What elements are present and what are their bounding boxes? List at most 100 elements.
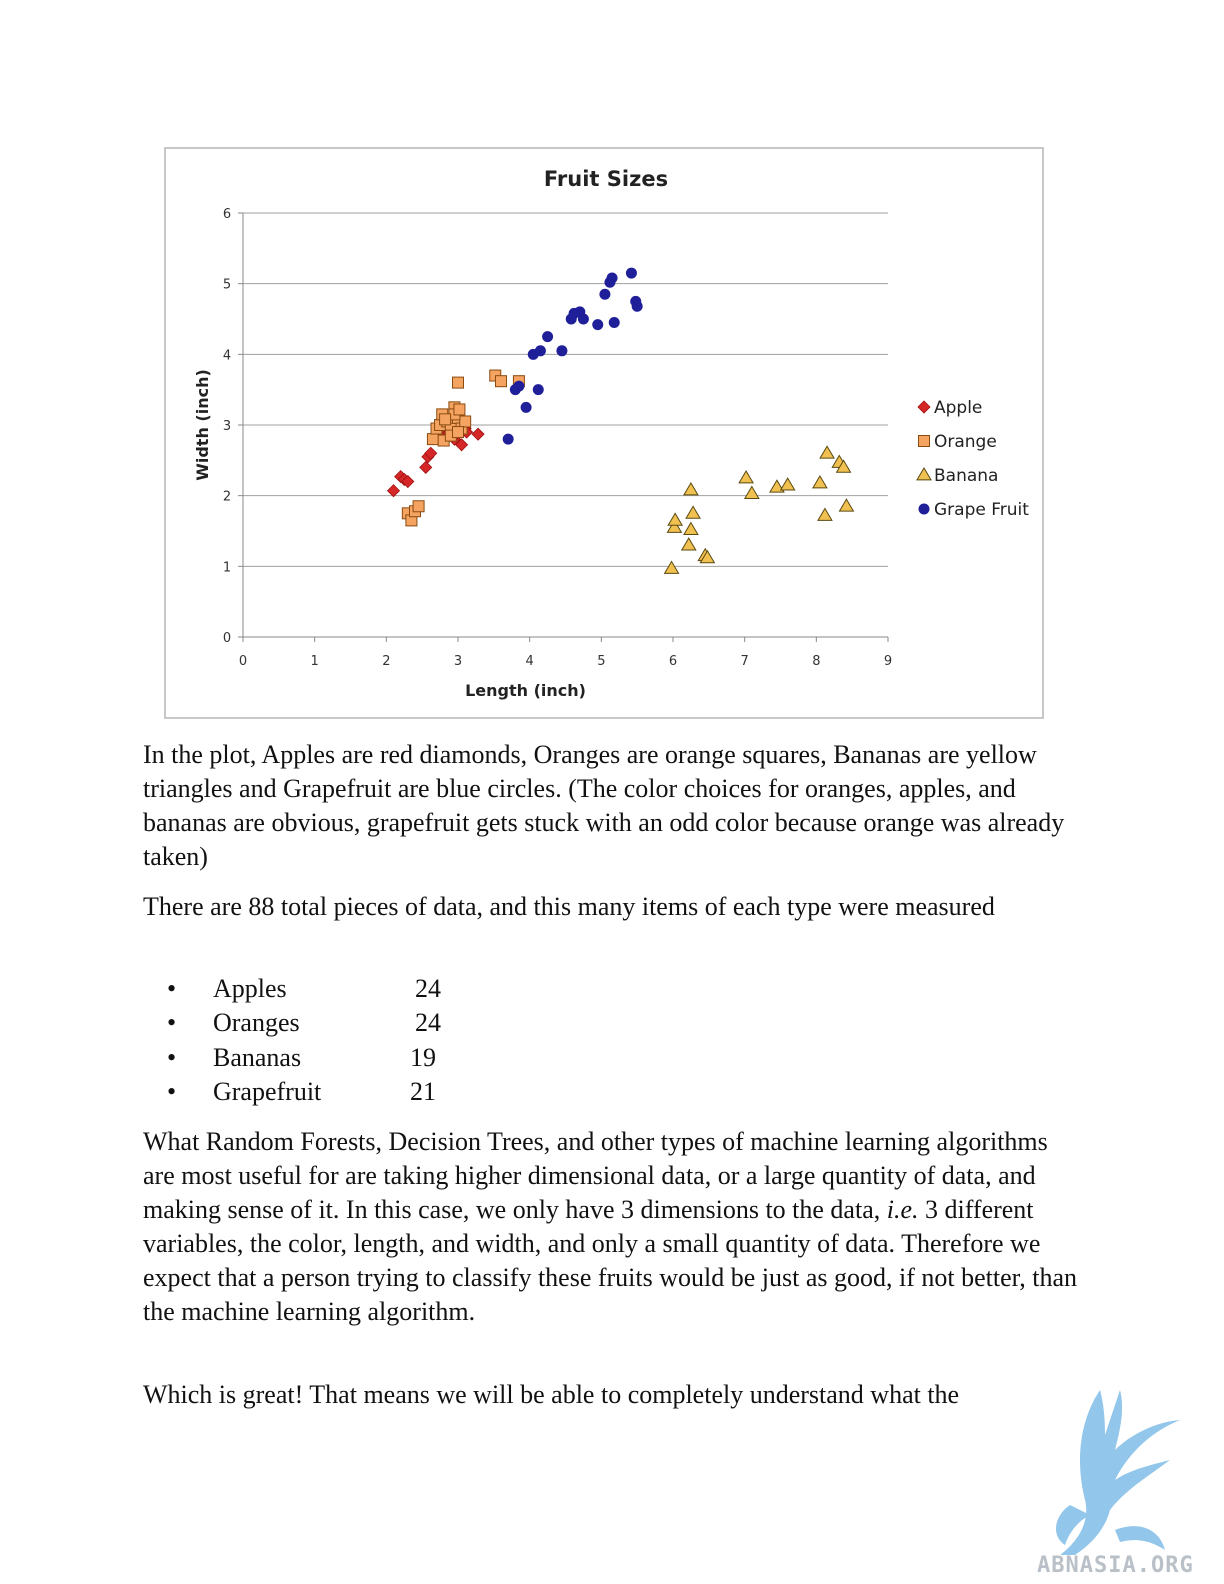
data-point-circle	[599, 288, 611, 300]
paragraph-conclusion: Which is great! That means we will be ab…	[143, 1378, 1063, 1412]
paragraph-data-count: There are 88 total pieces of data, and t…	[143, 890, 1083, 924]
y-tick-label: 4	[223, 348, 231, 363]
data-point-triangle	[819, 445, 835, 459]
data-point-triangle	[666, 519, 683, 533]
y-tick-label: 6	[223, 207, 231, 222]
data-point-square	[412, 500, 425, 513]
data-point-triangle	[812, 474, 828, 489]
y-tick-label: 3	[223, 419, 231, 434]
data-point-square	[439, 413, 452, 426]
data-point-circle	[592, 319, 604, 331]
data-point-circle	[520, 401, 532, 413]
data-point-circle	[542, 331, 554, 343]
legend-marker-triangle	[916, 467, 932, 481]
legend-label: Grape Fruit	[934, 500, 1029, 520]
paragraph-text: There are 88 total pieces of data, and t…	[143, 892, 995, 921]
legend-label: Banana	[934, 466, 998, 486]
x-tick-label: 7	[741, 654, 749, 669]
data-point-triangle	[769, 479, 785, 493]
data-point-triangle	[683, 521, 699, 535]
data-point-circle	[502, 433, 514, 445]
data-point-square	[459, 415, 472, 428]
data-point-square	[495, 375, 507, 388]
data-point-triangle	[699, 549, 716, 564]
chart-svg: Fruit Sizes 0 1 2 3 4 5 6 0 1 2 3 4 5 6 7 8 9 Length (inch…	[193, 167, 1029, 700]
x-tick-label: 9	[884, 654, 892, 669]
x-axis-label: Length (inch)	[465, 681, 586, 700]
fruit-name: Bananas	[213, 1042, 302, 1072]
data-point-circle	[513, 380, 525, 392]
data-point-circle	[532, 384, 544, 396]
data-point-triangle	[685, 505, 701, 519]
griffin-logo-icon	[1055, 1390, 1180, 1555]
legend-marker-diamond	[917, 400, 931, 414]
data-point-triangle	[683, 482, 699, 496]
data-point-diamond	[386, 484, 401, 498]
data-point-square	[452, 426, 464, 439]
data-point-diamond	[401, 474, 415, 489]
fruit-count: 21	[410, 1076, 436, 1106]
paragraph-text-part: 3 different variables, the color, length…	[143, 1195, 1078, 1326]
watermark-text: ABNASIA.ORG	[1037, 1553, 1194, 1578]
italic-text: i.e.	[886, 1195, 919, 1224]
data-point-triangle	[838, 498, 855, 512]
x-tick-label: 6	[669, 654, 677, 669]
bullet: •	[167, 1076, 177, 1106]
paragraph-text-part: What Random Forests, Decision Trees, and…	[143, 1127, 1048, 1224]
y-tick-label: 5	[223, 278, 231, 293]
y-axis-label: Width (inch)	[193, 369, 212, 481]
bullet: •	[167, 1008, 177, 1038]
data-point-circle	[577, 313, 589, 325]
data-point-square	[426, 433, 439, 446]
y-tick-label: 2	[223, 490, 231, 505]
fruit-name: Oranges	[213, 1008, 300, 1038]
paragraph-plot-description: In the plot, Apples are red diamonds, Or…	[143, 738, 1083, 874]
data-point-diamond	[419, 460, 433, 474]
data-point-triangle	[743, 485, 760, 499]
data-point-triangle	[680, 537, 697, 551]
x-tick-label: 0	[239, 654, 247, 669]
data-point-triangle	[667, 512, 684, 526]
fruit-count: 24	[415, 974, 441, 1003]
data-point-square	[452, 376, 464, 389]
data-point-circle	[606, 272, 618, 284]
data-point-triangle	[779, 477, 796, 491]
x-tick-label: 4	[526, 654, 534, 669]
x-tick-label: 3	[454, 654, 462, 669]
bullet: •	[167, 974, 177, 1003]
fruit-count: 19	[410, 1042, 436, 1072]
paragraph-text: What Random Forests, Decision Trees, and…	[143, 1125, 1083, 1329]
legend-label: Apple	[934, 398, 982, 418]
data-point-circle	[631, 300, 643, 312]
legend-marker-circle	[918, 503, 930, 515]
y-tick-label: 1	[223, 560, 231, 575]
data-point-square	[453, 403, 466, 416]
y-tick-label: 0	[223, 631, 231, 646]
data-point-triangle	[835, 459, 852, 473]
data-point-diamond	[455, 438, 469, 452]
legend-label: Orange	[934, 432, 997, 452]
fruit-count: 24	[415, 1008, 441, 1038]
legend-marker-square	[918, 435, 930, 447]
data-point-circle	[608, 317, 620, 329]
x-tick-label: 1	[311, 654, 319, 669]
data-point-triangle	[663, 560, 680, 574]
x-tick-label: 5	[597, 654, 605, 669]
data-point-circle	[556, 345, 568, 357]
paragraph-text: In the plot, Apples are red diamonds, Or…	[143, 740, 1065, 871]
fruit-name: Apples	[213, 974, 287, 1003]
x-tick-label: 8	[812, 654, 820, 669]
fruit-name: Grapefruit	[213, 1076, 322, 1106]
data-point-triangle	[738, 470, 754, 484]
paragraph-text: Which is great! That means we will be ab…	[143, 1380, 960, 1409]
data-point-circle	[625, 267, 637, 279]
data-point-diamond	[471, 427, 485, 441]
data-point-diamond	[424, 446, 438, 460]
chart-title: Fruit Sizes	[544, 167, 668, 191]
paragraph-ml-discussion: What Random Forests, Decision Trees, and…	[143, 1125, 1083, 1329]
data-point-triangle	[817, 507, 833, 521]
fruit-sizes-chart: Fruit Sizes 0 1 2 3 4 5 6 0 1 2 3 4 5 6 7 8 9 Length (inch…	[164, 147, 1044, 719]
data-point-circle	[534, 345, 546, 357]
bullet: •	[167, 1042, 177, 1072]
x-tick-label: 2	[382, 654, 390, 669]
